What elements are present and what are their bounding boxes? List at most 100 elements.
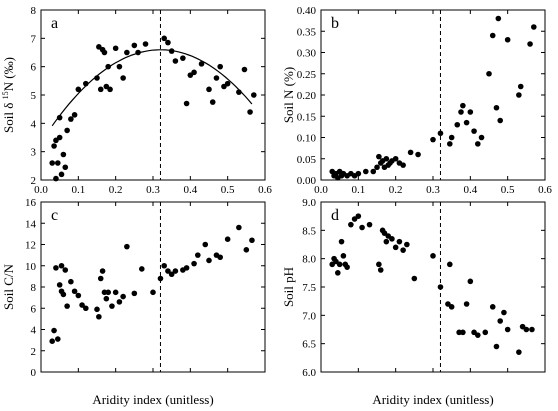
- y-tick-label: 16: [25, 197, 37, 209]
- data-point: [516, 349, 522, 355]
- panel-letter: b: [331, 15, 339, 32]
- data-point: [101, 49, 108, 56]
- y-tick-label: 8.0: [302, 254, 316, 266]
- data-point: [251, 92, 257, 98]
- data-point: [243, 247, 250, 253]
- data-point: [448, 304, 455, 310]
- data-point: [348, 221, 354, 228]
- plot-frame: [40, 9, 266, 181]
- data-point: [124, 49, 130, 56]
- data-point: [467, 109, 474, 115]
- data-point: [247, 109, 253, 115]
- data-point: [124, 243, 130, 250]
- data-point: [172, 268, 179, 274]
- y-tick-label: 8.5: [302, 225, 316, 237]
- data-point: [165, 268, 171, 274]
- data-point: [97, 275, 104, 282]
- y-axis-label: Soil δ 15N (‰): [1, 57, 16, 133]
- data-point: [55, 336, 61, 342]
- data-point: [55, 160, 61, 166]
- data-point: [389, 236, 395, 242]
- y-tick-label: 0.10: [297, 133, 317, 145]
- data-point: [195, 252, 201, 258]
- y-tick-label: 7.5: [302, 282, 316, 294]
- data-point: [53, 175, 59, 182]
- data-point: [103, 295, 110, 302]
- data-point: [447, 261, 453, 268]
- data-point: [183, 100, 190, 107]
- data-point: [407, 149, 414, 156]
- data-point: [79, 302, 85, 308]
- data-point: [437, 130, 444, 137]
- y-axis-label: Soil N (%): [281, 67, 296, 123]
- data-point: [475, 141, 481, 147]
- data-point: [71, 288, 78, 295]
- data-point: [236, 89, 242, 95]
- data-point: [415, 151, 421, 158]
- data-point: [489, 304, 496, 310]
- data-point: [94, 306, 100, 313]
- data-point: [501, 309, 507, 316]
- data-point: [131, 290, 138, 297]
- data-point: [355, 170, 362, 177]
- data-point: [430, 253, 436, 259]
- x-tick-label: 0.5: [221, 184, 235, 196]
- data-point: [336, 261, 343, 268]
- data-point: [340, 253, 347, 259]
- data-point: [165, 39, 171, 46]
- data-point: [478, 134, 485, 141]
- data-point: [437, 284, 444, 290]
- data-point: [400, 162, 406, 168]
- data-point: [142, 41, 149, 47]
- plot-frame: [320, 201, 546, 373]
- data-point: [62, 267, 69, 273]
- y-tick-label: 0.20: [297, 90, 317, 102]
- data-point: [161, 262, 167, 269]
- y-tick-label: 12: [25, 240, 36, 252]
- x-axis-label: Aridity index (unitless): [92, 392, 213, 407]
- data-point: [236, 224, 242, 231]
- data-point: [529, 326, 535, 333]
- data-point: [206, 257, 212, 264]
- y-tick-label: 2: [31, 175, 37, 187]
- data-point: [404, 241, 410, 248]
- data-point: [75, 86, 82, 93]
- data-point: [460, 329, 466, 336]
- panel-letter: c: [51, 207, 58, 224]
- data-point: [51, 327, 57, 334]
- data-point: [366, 221, 373, 228]
- x-tick-label: 0.5: [501, 184, 515, 196]
- data-point: [489, 32, 496, 39]
- data-point: [157, 275, 164, 282]
- data-point: [60, 151, 67, 158]
- data-point: [96, 313, 102, 320]
- data-point: [467, 278, 474, 285]
- y-tick-label: 0.35: [297, 26, 317, 38]
- data-point: [411, 275, 418, 282]
- data-point: [97, 86, 104, 93]
- y-tick-label: 6.0: [302, 367, 316, 379]
- data-point: [471, 128, 477, 134]
- data-point: [377, 267, 384, 273]
- plot-frame: [40, 201, 266, 373]
- data-point: [139, 266, 145, 272]
- data-point: [460, 102, 466, 109]
- data-point: [75, 292, 82, 299]
- data-point: [135, 49, 141, 56]
- data-point: [338, 238, 345, 245]
- data-point: [120, 75, 126, 81]
- data-point: [392, 244, 399, 251]
- data-point: [400, 247, 406, 253]
- y-tick-label: 6: [31, 62, 37, 74]
- data-point: [64, 127, 70, 134]
- data-point: [58, 171, 65, 178]
- data-point: [493, 343, 500, 350]
- data-point: [531, 24, 537, 30]
- data-point: [497, 318, 504, 324]
- y-tick-label: 3: [31, 147, 37, 159]
- x-tick-label: 0.0: [34, 184, 48, 196]
- data-point: [383, 155, 390, 162]
- x-tick-label: 0.2: [109, 184, 123, 196]
- data-point: [475, 332, 481, 338]
